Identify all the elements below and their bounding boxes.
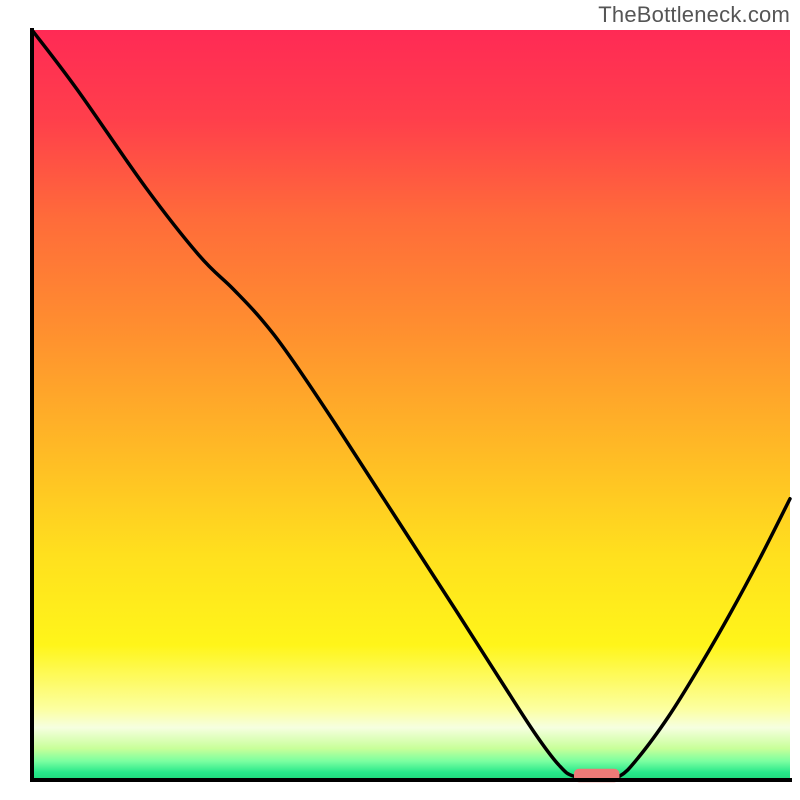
chart-container: TheBottleneck.com — [0, 0, 800, 800]
plot-background — [32, 30, 790, 780]
chart-svg — [0, 0, 800, 800]
